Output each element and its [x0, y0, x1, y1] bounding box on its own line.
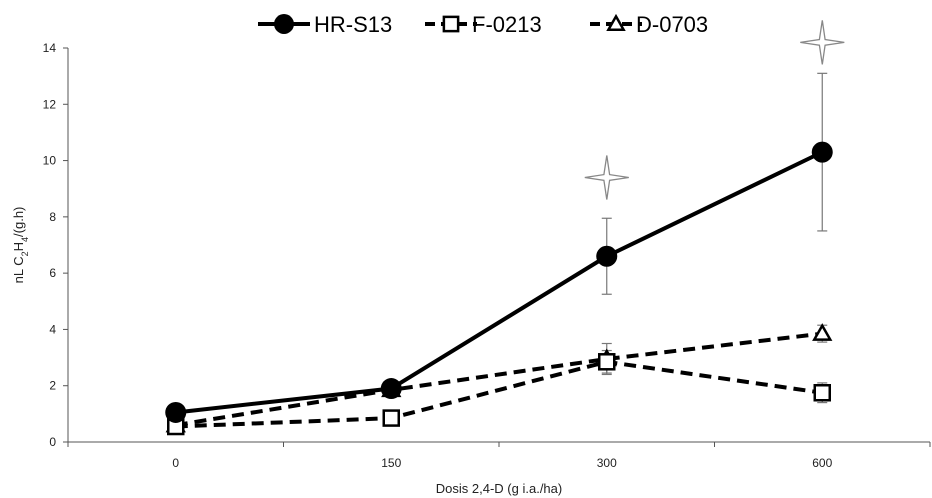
data-point-d-0703	[812, 323, 833, 341]
y-axis-title: nL C2H4/(g.h)	[11, 207, 30, 284]
series-line-f-0213	[175, 359, 823, 429]
y-tick-label: 4	[49, 322, 56, 336]
y-axis-title-sub: 2	[20, 251, 30, 256]
legend: HR-S13 F-0213 D-0703	[258, 12, 708, 37]
y-axis-title-sub: 4	[20, 237, 30, 242]
x-tick-label: 600	[812, 456, 832, 470]
x-tick-label: 0	[172, 456, 179, 470]
x-tick-label: 300	[597, 456, 617, 470]
series-line-d-0703	[175, 331, 823, 428]
y-axis-title-part: /(g.h)	[11, 207, 26, 237]
annotations	[584, 20, 845, 200]
y-tick-label: 10	[43, 154, 57, 168]
legend-marker-hr-s13	[274, 14, 294, 34]
y-tick-label: 2	[49, 379, 56, 393]
legend-label-f-0213: F-0213	[472, 12, 542, 37]
data-point-f-0213	[598, 353, 616, 371]
y-tick-label: 8	[49, 210, 56, 224]
y-tick-label: 0	[49, 435, 56, 449]
significance-star-icon	[584, 155, 629, 200]
series-lines	[175, 150, 824, 429]
legend-marker-d-0703	[606, 13, 626, 31]
series-line-hr-s13	[175, 150, 824, 415]
significance-star-icon	[800, 20, 845, 65]
x-tick-label: 150	[381, 456, 401, 470]
y-ticks: 0 2 4 6 8 10 12 14	[43, 41, 68, 449]
data-point-f-0213	[813, 384, 831, 402]
legend-label-d-0703: D-0703	[636, 12, 708, 37]
x-ticks: 0 150 300 600	[67, 442, 931, 470]
x-axis-title: Dosis 2,4-D (g i.a./ha)	[436, 481, 562, 496]
y-axis-title-part: nL C	[11, 256, 26, 283]
series-markers	[165, 141, 833, 436]
data-point-hr-s13	[380, 378, 402, 400]
y-axis-title-part: H	[11, 242, 26, 251]
data-point-f-0213	[382, 409, 400, 427]
legend-label-hr-s13: HR-S13	[314, 12, 392, 37]
data-point-hr-s13	[596, 245, 618, 267]
y-tick-label: 12	[43, 97, 57, 111]
y-tick-label: 6	[49, 266, 56, 280]
data-point-hr-s13	[165, 401, 187, 423]
axes	[67, 48, 930, 443]
legend-marker-f-0213	[442, 15, 460, 33]
y-tick-label: 14	[43, 41, 57, 55]
data-point-hr-s13	[811, 141, 833, 163]
